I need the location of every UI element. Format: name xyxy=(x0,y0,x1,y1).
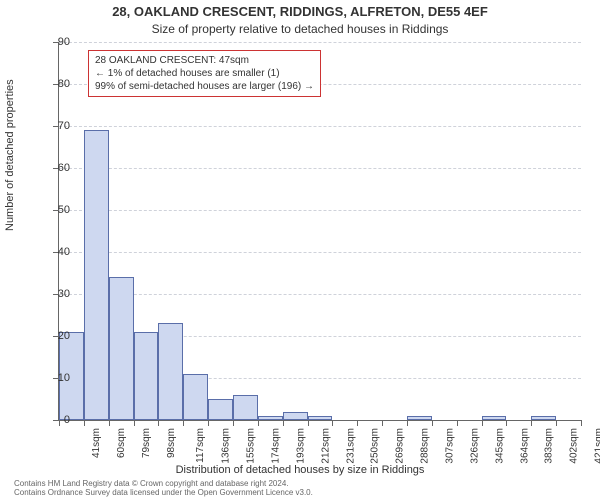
x-tick xyxy=(332,420,333,426)
chart-subtitle: Size of property relative to detached ho… xyxy=(0,22,600,36)
histogram-bar xyxy=(208,399,233,420)
x-tick-label: 212sqm xyxy=(320,428,331,464)
x-tick xyxy=(233,420,234,426)
x-tick xyxy=(556,420,557,426)
x-tick-label: 345sqm xyxy=(494,428,505,464)
x-tick xyxy=(109,420,110,426)
y-tick-label: 50 xyxy=(50,204,70,216)
chart-container: 28, OAKLAND CRESCENT, RIDDINGS, ALFRETON… xyxy=(0,0,600,500)
y-tick-label: 40 xyxy=(50,246,70,258)
x-tick-label: 269sqm xyxy=(395,428,406,464)
x-tick-label: 155sqm xyxy=(246,428,257,464)
y-tick-label: 60 xyxy=(50,162,70,174)
x-tick-label: 60sqm xyxy=(116,428,127,458)
x-tick xyxy=(531,420,532,426)
grid-line xyxy=(59,252,581,253)
y-tick-label: 30 xyxy=(50,288,70,300)
info-box-line: ← 1% of detached houses are smaller (1) xyxy=(95,67,314,80)
histogram-bar xyxy=(258,416,283,420)
y-axis-label: Number of detached properties xyxy=(4,79,16,231)
grid-line xyxy=(59,294,581,295)
x-tick xyxy=(357,420,358,426)
y-tick-label: 70 xyxy=(50,120,70,132)
grid-line xyxy=(59,126,581,127)
y-tick-label: 80 xyxy=(50,78,70,90)
histogram-bar xyxy=(134,332,159,420)
x-tick xyxy=(407,420,408,426)
y-tick-label: 0 xyxy=(50,414,70,426)
histogram-bar xyxy=(482,416,507,420)
grid-line xyxy=(59,168,581,169)
footer-line-1: Contains HM Land Registry data © Crown c… xyxy=(14,479,600,489)
plot-area xyxy=(58,42,581,421)
x-tick-label: 383sqm xyxy=(544,428,555,464)
histogram-bar xyxy=(233,395,258,420)
x-tick xyxy=(432,420,433,426)
x-tick-label: 307sqm xyxy=(445,428,456,464)
x-tick-label: 326sqm xyxy=(469,428,480,464)
x-tick-label: 98sqm xyxy=(166,428,177,458)
grid-line xyxy=(59,210,581,211)
info-box: 28 OAKLAND CRESCENT: 47sqm← 1% of detach… xyxy=(88,50,321,97)
x-tick xyxy=(382,420,383,426)
grid-line xyxy=(59,42,581,43)
y-tick-label: 20 xyxy=(50,330,70,342)
x-tick-label: 136sqm xyxy=(221,428,232,464)
x-tick xyxy=(506,420,507,426)
histogram-bar xyxy=(531,416,556,420)
x-tick-label: 79sqm xyxy=(141,428,152,458)
x-tick xyxy=(208,420,209,426)
x-tick xyxy=(457,420,458,426)
x-tick xyxy=(158,420,159,426)
histogram-bar xyxy=(308,416,333,420)
x-tick-label: 231sqm xyxy=(345,428,356,464)
x-axis-label: Distribution of detached houses by size … xyxy=(0,464,600,476)
x-tick xyxy=(84,420,85,426)
x-tick-label: 421sqm xyxy=(594,428,600,464)
histogram-bar xyxy=(407,416,432,420)
x-tick-label: 41sqm xyxy=(91,428,102,458)
x-tick-label: 402sqm xyxy=(569,428,580,464)
histogram-bar xyxy=(109,277,134,420)
histogram-bar xyxy=(158,323,183,420)
x-tick xyxy=(258,420,259,426)
histogram-bar xyxy=(183,374,208,420)
x-tick-label: 250sqm xyxy=(370,428,381,464)
x-tick xyxy=(283,420,284,426)
footer-line-2: Contains Ordnance Survey data licensed u… xyxy=(14,488,600,498)
x-tick xyxy=(581,420,582,426)
x-tick xyxy=(134,420,135,426)
histogram-bar xyxy=(84,130,109,420)
x-tick xyxy=(183,420,184,426)
chart-title: 28, OAKLAND CRESCENT, RIDDINGS, ALFRETON… xyxy=(0,4,600,19)
x-tick-label: 117sqm xyxy=(195,428,206,463)
info-box-line: 28 OAKLAND CRESCENT: 47sqm xyxy=(95,54,314,67)
x-tick-label: 364sqm xyxy=(519,428,530,464)
y-tick-label: 90 xyxy=(50,36,70,48)
y-tick-label: 10 xyxy=(50,372,70,384)
info-box-line: 99% of semi-detached houses are larger (… xyxy=(95,80,314,93)
footer-attribution: Contains HM Land Registry data © Crown c… xyxy=(0,479,600,498)
x-tick xyxy=(308,420,309,426)
x-tick-label: 193sqm xyxy=(295,428,306,464)
x-tick-label: 174sqm xyxy=(271,428,282,464)
histogram-bar xyxy=(283,412,308,420)
x-tick xyxy=(482,420,483,426)
x-tick-label: 288sqm xyxy=(420,428,431,464)
